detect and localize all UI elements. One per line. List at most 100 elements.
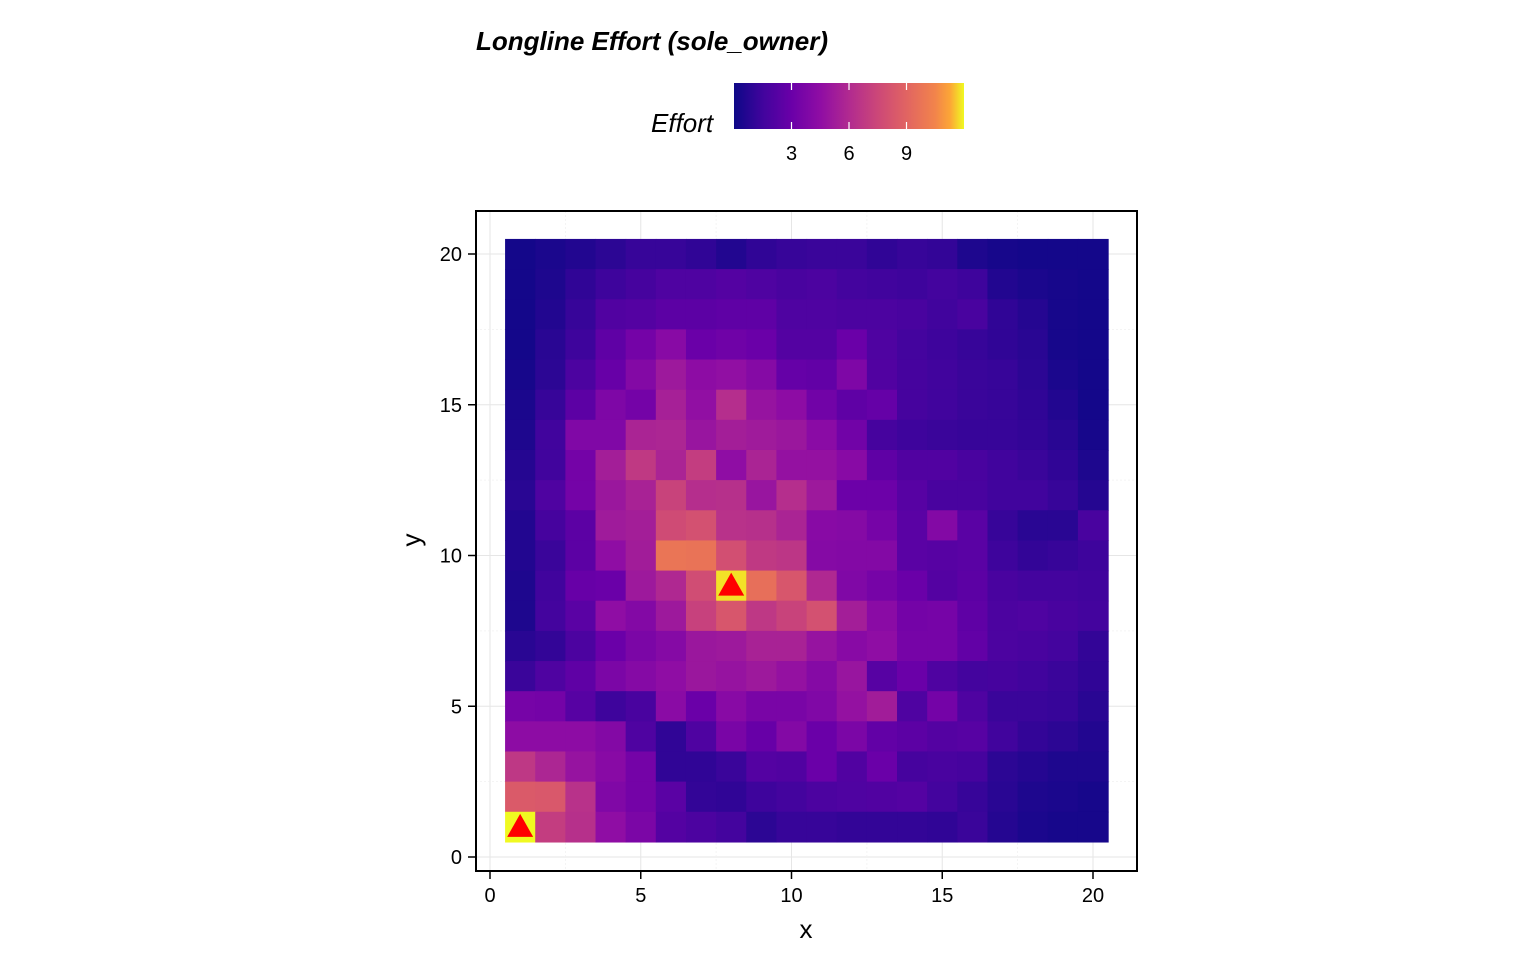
heatmap-cell bbox=[1077, 630, 1109, 662]
heatmap-cell bbox=[897, 570, 928, 602]
heatmap-cell bbox=[836, 510, 868, 542]
heatmap-cell bbox=[565, 661, 597, 692]
heatmap-cell bbox=[987, 630, 1019, 662]
heatmap-cell bbox=[987, 238, 1019, 270]
heatmap-cell bbox=[595, 299, 627, 330]
heatmap-cell bbox=[927, 751, 958, 783]
heatmap-cell bbox=[505, 299, 536, 330]
heatmap-cell bbox=[776, 661, 808, 692]
heatmap-cell bbox=[836, 359, 868, 391]
x-tick-label: 5 bbox=[635, 885, 646, 907]
heatmap-cell bbox=[836, 661, 868, 692]
heatmap-cell bbox=[806, 269, 838, 300]
heatmap-cell bbox=[746, 600, 778, 632]
heatmap-cell bbox=[927, 691, 958, 722]
heatmap-cell bbox=[1047, 691, 1079, 722]
heatmap-cell bbox=[836, 570, 868, 602]
heatmap-cell bbox=[1017, 329, 1049, 361]
heatmap-cell bbox=[625, 269, 657, 300]
heatmap-cell bbox=[505, 600, 536, 632]
heatmap-cell bbox=[535, 600, 566, 632]
heatmap-cell bbox=[535, 691, 566, 722]
heatmap-cell bbox=[505, 630, 536, 662]
heatmap-cell bbox=[746, 811, 778, 843]
heatmap-cell bbox=[806, 299, 838, 330]
x-tick-label: 0 bbox=[484, 885, 495, 907]
heatmap-cell bbox=[957, 238, 989, 270]
heatmap-cell bbox=[1017, 359, 1049, 391]
heatmap-cell bbox=[987, 661, 1019, 692]
heatmap-cell bbox=[685, 691, 717, 722]
heatmap-cell bbox=[595, 510, 627, 542]
colorbar-tick-label: 3 bbox=[786, 143, 797, 165]
heatmap-cell bbox=[716, 238, 747, 270]
heatmap-cell bbox=[927, 269, 958, 300]
heatmap-cell bbox=[595, 238, 627, 270]
heatmap-cell bbox=[685, 600, 717, 632]
heatmap-cell bbox=[957, 389, 989, 421]
heatmap-cell bbox=[806, 359, 838, 391]
heatmap-cell bbox=[1077, 570, 1109, 602]
heatmap-cell bbox=[746, 540, 778, 572]
heatmap-cell bbox=[927, 389, 958, 421]
heatmap-cell bbox=[625, 359, 657, 391]
heatmap-cell bbox=[927, 329, 958, 361]
heatmap-cell bbox=[746, 480, 778, 511]
heatmap-cell bbox=[806, 661, 838, 692]
heatmap-cell bbox=[685, 570, 717, 602]
heatmap-cell bbox=[957, 419, 989, 451]
heatmap-cell bbox=[776, 811, 808, 843]
heatmap-cell bbox=[806, 691, 838, 722]
x-axis-label: x bbox=[800, 914, 813, 944]
heatmap-cell bbox=[987, 510, 1019, 542]
heatmap-cell bbox=[927, 630, 958, 662]
heatmap-cell bbox=[535, 811, 566, 843]
heatmap-cell bbox=[1047, 811, 1079, 843]
heatmap-cell bbox=[535, 359, 566, 391]
heatmap-cell bbox=[1017, 238, 1049, 270]
heatmap-cell bbox=[927, 781, 958, 813]
heatmap-cell bbox=[897, 389, 928, 421]
x-tick-label: 15 bbox=[931, 885, 953, 907]
heatmap-cell bbox=[625, 540, 657, 572]
heatmap-cell bbox=[595, 329, 627, 361]
heatmap-cell bbox=[866, 329, 898, 361]
heatmap-cell bbox=[776, 359, 808, 391]
heatmap-cell bbox=[716, 721, 747, 753]
heatmap-cell bbox=[565, 540, 597, 572]
heatmap-cell bbox=[987, 751, 1019, 783]
heatmap-cell bbox=[806, 480, 838, 511]
heatmap-cell bbox=[806, 449, 838, 481]
heatmap-cell bbox=[655, 269, 687, 300]
heatmap-cell bbox=[1047, 630, 1079, 662]
heatmap-cell bbox=[625, 600, 657, 632]
heatmap-cell bbox=[716, 691, 747, 722]
heatmap-cell bbox=[866, 419, 898, 451]
heatmap-cell bbox=[1077, 781, 1109, 813]
heatmap-cell bbox=[806, 510, 838, 542]
heatmap-cell bbox=[535, 480, 566, 511]
heatmap-cell bbox=[535, 329, 566, 361]
heatmap-cell bbox=[897, 480, 928, 511]
heatmap-cell bbox=[685, 630, 717, 662]
heatmap-cell bbox=[746, 691, 778, 722]
heatmap-cell bbox=[716, 359, 747, 391]
heatmap-cell bbox=[836, 389, 868, 421]
heatmap-cell bbox=[685, 811, 717, 843]
heatmap-cell bbox=[957, 570, 989, 602]
colorbar-tick-label: 9 bbox=[901, 143, 912, 165]
heatmap-cell bbox=[897, 811, 928, 843]
heatmap-cell bbox=[836, 721, 868, 753]
heatmap-cell bbox=[655, 540, 687, 572]
heatmap-cell bbox=[565, 811, 597, 843]
heatmap-cell bbox=[1077, 419, 1109, 451]
heatmap-cell bbox=[897, 691, 928, 722]
heatmap-cell bbox=[505, 389, 536, 421]
heatmap-cell bbox=[716, 811, 747, 843]
heatmap-cell bbox=[806, 721, 838, 753]
heatmap-cell bbox=[1017, 630, 1049, 662]
heatmap-cell bbox=[716, 540, 747, 572]
plot-panel bbox=[475, 210, 1138, 872]
heatmap-cell bbox=[957, 329, 989, 361]
